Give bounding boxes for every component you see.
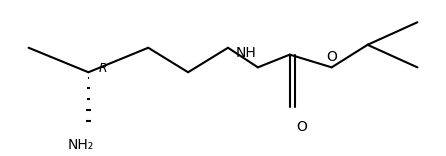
Text: O: O — [326, 50, 337, 64]
Text: R: R — [99, 62, 107, 76]
Text: NH₂: NH₂ — [67, 138, 94, 152]
Text: NH: NH — [235, 46, 256, 60]
Text: O: O — [296, 120, 307, 134]
